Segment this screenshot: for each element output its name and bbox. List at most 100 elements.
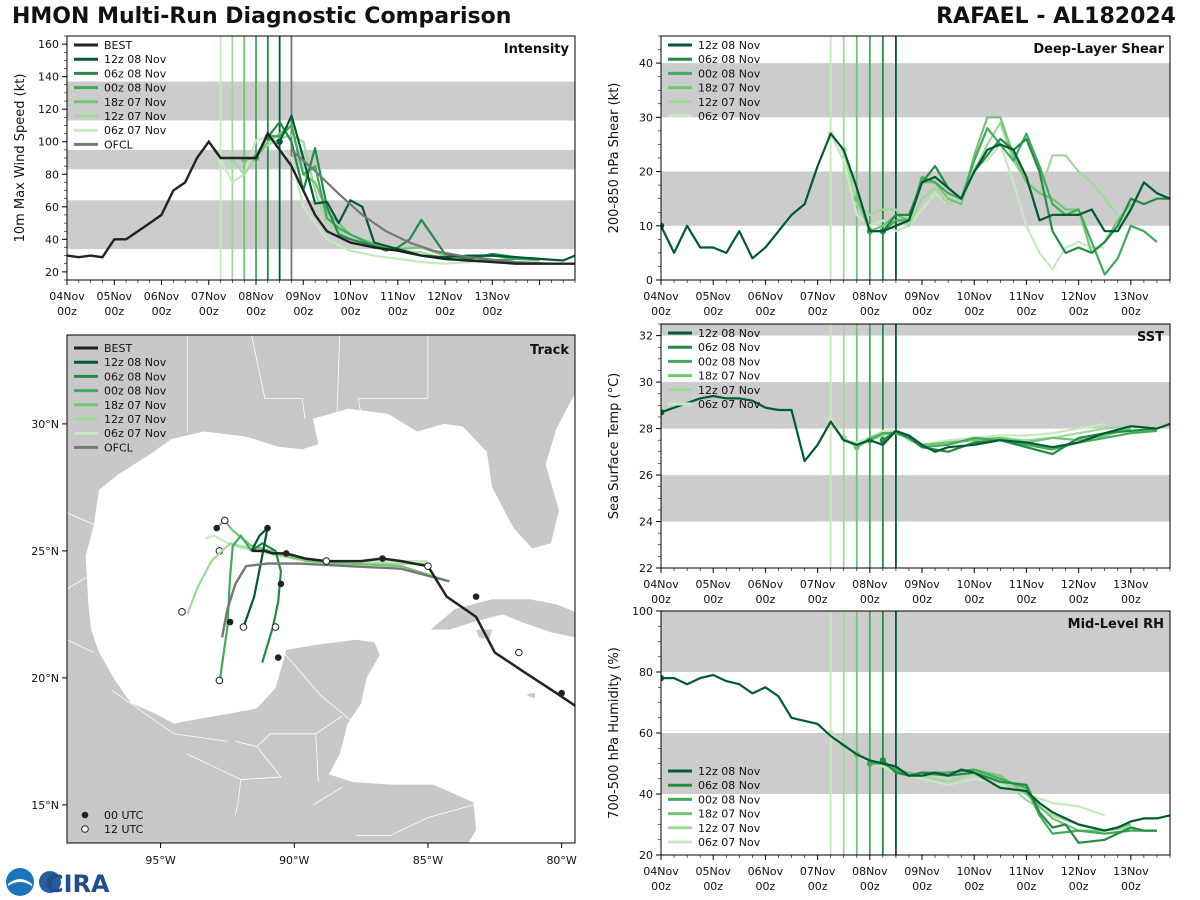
track-best-point-00z [558,689,565,697]
rh-xtick-label: 00z [651,880,671,893]
sst-xtick-label: 00z [756,593,776,606]
track-point-00z [264,524,271,532]
track-point-00z [274,654,282,661]
rh-xtick-label: 08Nov [852,865,888,878]
sst-xtick-label: 00z [912,593,932,606]
shear-xtick-label: 00z [964,305,984,318]
track-best-point-00z [379,555,386,562]
shear-legend-label: 06z 08 Nov [698,53,761,66]
track-legend-label: 06z 07 Nov [104,427,167,440]
intensity-band [67,81,575,121]
track-legend-label: 00z 08 Nov [104,385,167,398]
rh-xtick-label: 00z [703,880,723,893]
track-best-point-12z [424,562,432,570]
track-best-point-12z [322,557,331,565]
intensity-legend-label: 06z 08 Nov [104,67,167,80]
track-run-line [218,533,253,684]
sst-xtick-label: 11Nov [1009,578,1045,591]
track-point-12z [215,676,224,685]
shear-ytick-label: 20 [639,166,653,179]
intensity-ytick-label: 160 [38,38,59,51]
sst-ytick-label: 32 [639,330,653,343]
landmass-cayman [526,693,535,699]
track-xtick-label: 80°W [546,854,576,867]
shear-plot-area [661,36,1170,280]
sst-xtick-label: 00z [1017,593,1037,606]
intensity-xtick-label: 00z [246,305,266,318]
border-line [312,786,343,806]
shear-legend-label: 12z 08 Nov [698,39,761,52]
intensity-xtick-label: 07Nov [191,290,227,303]
sst-xtick-label: 07Nov [800,578,836,591]
intensity-xtick-label: 12Nov [427,290,463,303]
logo-group: CIRA [6,868,110,898]
intensity-xtick-label: 00z [152,305,172,318]
sst-title: SST [1137,330,1164,345]
intensity-ytick-label: 20 [45,266,59,279]
rh-legend-label: 06z 07 Nov [698,836,761,849]
sst-legend-label: 00z 08 Nov [698,355,761,368]
sst-init-point [661,409,665,416]
rh-ytick-label: 20 [639,849,653,862]
intensity-legend-label: 18z 07 Nov [104,96,167,109]
track-point-00z [277,580,285,588]
shear-xtick-label: 05Nov [695,290,731,303]
shear-legend-label: 18z 07 Nov [698,82,761,95]
sst-xtick-label: 09Nov [904,578,940,591]
shear-xtick-label: 13Nov [1113,290,1149,303]
shear-init-point [853,195,860,202]
sst-xtick-label: 13Nov [1113,578,1149,591]
border-line [336,335,341,414]
shear-ytick-label: 0 [646,274,653,287]
sst-series-line [869,429,1157,451]
sst-xtick-label: 00z [703,593,723,606]
border-line [112,690,228,742]
rh-series-line [661,673,1170,832]
sst-band [661,324,1170,336]
rh-legend-label: 06z 08 Nov [698,779,761,792]
track-point-12z [220,516,229,525]
sst-legend-label: 12z 08 Nov [698,327,761,340]
sst-xtick-label: 00z [1069,593,1089,606]
track-best-point-00z [472,593,480,600]
track-plot-area [67,335,588,843]
shear-legend-label: 00z 08 Nov [698,67,761,80]
rh-xtick-label: 00z [1121,880,1141,893]
track-xtick-label: 85°W [413,854,443,867]
landmass-cuba [430,599,575,638]
track-best-point-00z [282,550,290,557]
sst-xtick-label: 08Nov [852,578,888,591]
shear-xtick-label: 00z [651,305,671,318]
sst-xtick-label: 06Nov [748,578,784,591]
track-legend-label: OFCL [104,441,134,454]
border-line [251,335,306,419]
shear-ytick-label: 10 [639,220,653,233]
intensity-xtick-label: 08Nov [238,290,274,303]
track-run-line [215,518,450,583]
sst-xtick-label: 00z [964,593,984,606]
intensity-title: Intensity [504,42,570,57]
sst-xtick-label: 10Nov [956,578,992,591]
rh-xtick-label: 12Nov [1061,865,1097,878]
intensity-best-line [67,131,575,265]
track-point-12z [271,623,280,631]
intensity-xtick-label: 00z [199,305,219,318]
rh-xtick-label: 05Nov [695,865,731,878]
landmass-mainland [67,335,575,843]
rh-ytick-label: 60 [639,727,653,740]
rh-legend-label: 12z 08 Nov [698,765,761,778]
landmass-bahamas [575,505,588,563]
intensity-xtick-label: 09Nov [286,290,322,303]
rh-xtick-label: 00z [1069,880,1089,893]
page-title: HMON Multi-Run Diagnostic Comparison [12,4,512,29]
intensity-xtick-label: 13Nov [475,290,511,303]
intensity-legend-label: OFCL [104,138,134,151]
intensity-ytick-label: 120 [38,103,59,116]
track-best-line [251,549,575,708]
intensity-ytick-label: 140 [38,71,59,84]
rh-ylabel: 700-500 hPa Humidity (%) [607,647,622,819]
intensity-panel: 20 40 60 80 100 120 140 160 04Nov 00z 05Nov 00z 06No… [13,35,576,318]
shear-xtick-label: 00z [808,305,828,318]
rh-title: Mid-Level RH [1068,617,1164,632]
shear-xtick-label: 00z [703,305,723,318]
